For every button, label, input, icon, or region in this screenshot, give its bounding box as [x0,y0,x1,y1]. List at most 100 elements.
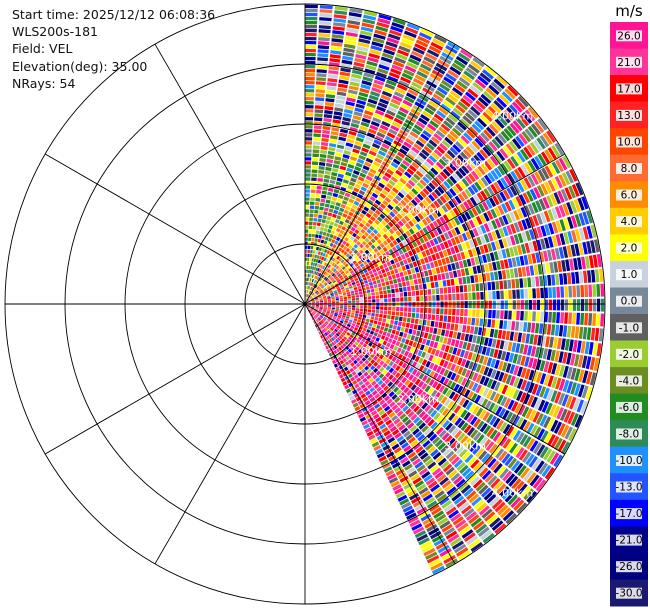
velocity-cell [316,318,320,322]
velocity-cell [446,279,451,287]
velocity-cell [333,290,337,293]
velocity-cell [467,186,476,196]
velocity-cell [386,261,392,267]
velocity-cell [444,294,448,301]
velocity-cell [322,126,331,131]
velocity-cell [432,93,444,102]
velocity-cell [357,216,363,222]
velocity-cell [499,468,510,479]
velocity-cell [385,135,394,143]
velocity-cell [365,390,371,396]
colorbar-label-bg [616,401,642,413]
velocity-cell [320,302,324,304]
velocity-cell [554,206,562,219]
velocity-cell [555,220,563,233]
velocity-cell [355,162,363,168]
velocity-cell [317,251,321,256]
velocity-cell [309,309,312,312]
velocity-cell [331,341,335,346]
velocity-cell [318,288,322,292]
velocity-cell [494,381,501,392]
velocity-cell [425,241,432,249]
velocity-cell [417,380,425,388]
velocity-cell [490,358,497,368]
velocity-cell [458,550,471,561]
velocity-cell [444,301,448,308]
velocity-cell [350,312,355,316]
velocity-cell [340,344,345,349]
velocity-cell [424,173,433,181]
velocity-cell [399,475,409,483]
velocity-cell [382,286,387,291]
velocity-cell [326,320,330,324]
velocity-cell [567,231,574,244]
velocity-cell [446,211,453,220]
velocity-cell [526,422,535,435]
velocity-cell [317,45,330,50]
velocity-cell [342,261,347,266]
velocity-cell [513,365,520,376]
velocity-cell [533,139,543,152]
velocity-cell [426,555,440,564]
velocity-cell [423,207,431,216]
velocity-cell [518,449,528,461]
velocity-cell [476,226,483,236]
velocity-cell [319,206,324,211]
velocity-cell [492,431,502,442]
velocity-cell [463,132,473,142]
velocity-cell [549,193,558,206]
velocity-cell [371,400,378,406]
velocity-cell [305,44,317,49]
velocity-cell [315,267,318,271]
velocity-cell [336,301,340,304]
velocity-cell [414,318,419,325]
velocity-cell [422,130,432,138]
velocity-cell [474,120,485,131]
velocity-cell [426,103,437,112]
velocity-cell [575,271,580,284]
velocity-cell [486,210,494,220]
velocity-cell [352,284,357,288]
velocity-cell [436,473,447,483]
velocity-cell [321,235,326,240]
velocity-cell [439,477,449,486]
velocity-cell [323,118,332,123]
velocity-cell [426,233,432,241]
velocity-cell [493,206,501,217]
velocity-cell [482,532,495,544]
velocity-cell [377,261,382,266]
velocity-cell [566,325,572,338]
velocity-cell [547,222,555,235]
velocity-cell [402,232,408,239]
velocity-cell [342,352,348,358]
velocity-cell [401,337,406,344]
velocity-cell [364,354,369,359]
velocity-cell [437,544,450,554]
velocity-cell [484,263,490,273]
velocity-cell [408,243,415,250]
velocity-cell [326,232,331,237]
velocity-cell [407,410,415,418]
velocity-cell [543,250,549,262]
velocity-cell [309,205,315,210]
velocity-cell [482,356,489,366]
velocity-cell [476,292,480,300]
velocity-cell [489,517,501,528]
velocity-cell [305,257,307,261]
velocity-cell [311,169,318,174]
velocity-cell [513,168,523,180]
velocity-cell [334,270,339,274]
velocity-cell [362,76,374,83]
velocity-cell [520,289,524,299]
velocity-cell [425,360,431,368]
velocity-cell [395,114,406,122]
velocity-cell [400,297,404,302]
velocity-cell [340,333,345,338]
velocity-cell [442,447,452,457]
velocity-cell [410,268,416,274]
velocity-cell [316,77,327,82]
velocity-cell [395,53,408,61]
velocity-cell [454,430,463,439]
velocity-cell [460,301,464,309]
velocity-cell [509,235,516,246]
